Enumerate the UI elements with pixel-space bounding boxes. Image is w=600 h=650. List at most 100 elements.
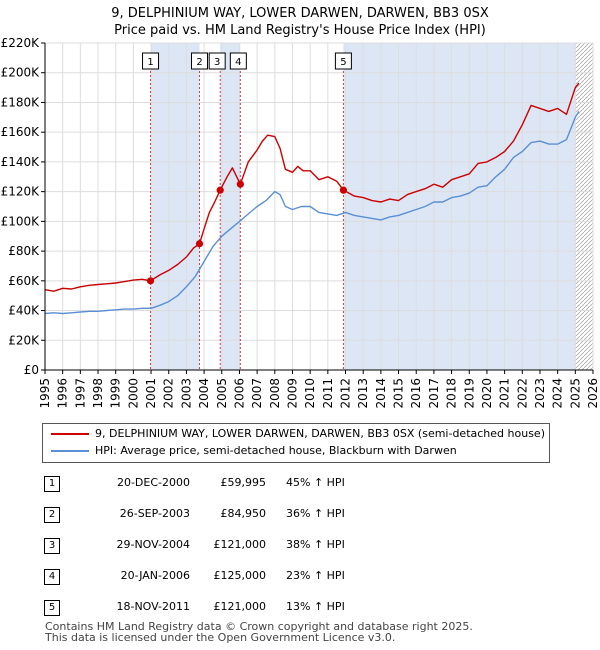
sale-number-badge: 4	[44, 569, 60, 585]
y-tick-label: £200K	[1, 66, 41, 80]
y-tick-label: £80K	[8, 244, 40, 258]
shaded-period	[343, 43, 576, 370]
sale-label-5: 5	[334, 52, 352, 70]
x-tick-label: 1998	[91, 378, 105, 409]
sale-label-number: 1	[147, 57, 153, 68]
y-tick-label: £100K	[1, 214, 41, 228]
hpi-line	[44, 111, 580, 315]
sale-hpi-change: 38% ↑ HPI	[286, 538, 345, 551]
legend-swatch-hpi	[51, 450, 89, 452]
x-tick-label: 2006	[232, 378, 246, 409]
sale-point	[339, 186, 347, 194]
sale-hpi-change: 36% ↑ HPI	[286, 507, 345, 520]
price-chart: 1 2 3 4 5 £0 £20K £40K £60K £80K £100K £120K £140K £…	[1, 36, 600, 409]
sale-point	[195, 240, 204, 248]
x-tick-label: 2009	[285, 378, 299, 409]
sale-label-box	[191, 52, 209, 70]
x-tick-label: 2023	[533, 378, 547, 409]
sale-label-number: 3	[214, 57, 220, 68]
x-tick-label: 2021	[498, 378, 512, 409]
x-tick-label: 2016	[409, 378, 423, 409]
y-tick-label: £20K	[8, 333, 40, 347]
sale-price: £121,000	[213, 600, 267, 613]
table-row: 1 20-DEC-2000 £59,995 45% ↑ HPI	[0, 475, 600, 495]
x-tick-label: 2020	[480, 378, 494, 409]
x-tick-label: 2012	[339, 378, 353, 409]
x-tick-label: 2003	[179, 378, 193, 409]
sale-number-badge: 5	[44, 600, 60, 616]
forecast-hatch	[575, 43, 593, 370]
x-tick-label: 2004	[197, 378, 211, 409]
y-tick-label: £120K	[1, 185, 41, 199]
shaded-period	[150, 43, 200, 370]
sale-date: 26-SEP-2003	[119, 507, 190, 520]
chart-title-address: 9, DELPHINIUM WAY, LOWER DARWEN, DARWEN,…	[111, 6, 489, 21]
chart-legend: 9, DELPHINIUM WAY, LOWER DARWEN, DARWEN,…	[42, 423, 550, 463]
x-tick-label: 2025	[568, 378, 582, 409]
x-tick-label: 2018	[445, 378, 459, 409]
x-tick-label: 2011	[321, 378, 335, 409]
x-tick-label: 2005	[215, 378, 229, 409]
sale-label-number: 4	[235, 57, 241, 68]
table-row: 3 29-NOV-2004 £121,000 38% ↑ HPI	[0, 537, 600, 557]
sale-label-1: 1	[142, 52, 160, 70]
x-tick-label: 2014	[374, 378, 388, 409]
legend-label-hpi: HPI: Average price, semi-detached house,…	[95, 444, 457, 457]
x-tick-label: 2022	[515, 378, 529, 409]
sale-label-3: 3	[208, 52, 226, 70]
x-tick-label: 2019	[462, 378, 476, 409]
sale-point	[146, 277, 155, 285]
table-row: 4 20-JAN-2006 £125,000 23% ↑ HPI	[0, 568, 600, 588]
sale-date: 29-NOV-2004	[116, 538, 190, 551]
x-tick-label: 2002	[162, 378, 176, 409]
sale-price: £59,995	[220, 476, 267, 489]
sale-label-box	[142, 52, 160, 70]
x-tick-label: 2007	[250, 378, 264, 409]
sale-number-badge: 2	[44, 507, 60, 523]
y-tick-label: £220K	[1, 36, 41, 50]
footer-licence: This data is licensed under the Open Gov…	[45, 631, 396, 644]
sale-label-box	[229, 52, 247, 70]
table-row: 2 26-SEP-2003 £84,950 36% ↑ HPI	[0, 506, 600, 526]
y-tick-label: £180K	[1, 95, 41, 109]
x-tick-label: 2013	[356, 378, 370, 409]
sale-point	[236, 180, 244, 188]
sale-label-box	[208, 52, 226, 70]
sale-number-badge: 3	[44, 538, 60, 554]
property-price-line	[44, 82, 580, 292]
sale-hpi-change: 23% ↑ HPI	[286, 569, 345, 582]
legend-swatch-property	[51, 433, 89, 435]
x-tick-label: 2024	[551, 378, 565, 409]
x-tick-label: 1996	[56, 378, 70, 409]
x-tick-label: 2000	[126, 378, 140, 409]
x-tick-label: 1997	[73, 378, 87, 409]
x-tick-label: 2001	[144, 378, 158, 409]
sale-label-4: 4	[229, 52, 247, 70]
sale-price: £121,000	[213, 538, 267, 551]
table-row: 5 18-NOV-2011 £121,000 13% ↑ HPI	[0, 599, 600, 619]
sale-hpi-change: 13% ↑ HPI	[286, 600, 345, 613]
sale-hpi-change: 45% ↑ HPI	[286, 476, 345, 489]
x-tick-label: 2017	[427, 378, 441, 409]
x-tick-label: 1999	[109, 378, 123, 409]
y-tick-label: £40K	[8, 304, 40, 318]
sale-date: 20-DEC-2000	[116, 476, 190, 489]
y-tick-label: £160K	[1, 125, 41, 139]
footer-copyright: Contains HM Land Registry data © Crown c…	[45, 620, 473, 633]
y-tick-label: £0	[24, 363, 39, 377]
sale-label-box	[334, 52, 352, 70]
x-tick-label: 2026	[586, 378, 600, 409]
x-tick-label: 2008	[268, 378, 282, 409]
legend-label-property: 9, DELPHINIUM WAY, LOWER DARWEN, DARWEN,…	[95, 427, 545, 440]
sale-date: 20-JAN-2006	[120, 569, 190, 582]
sale-label-2: 2	[191, 52, 209, 70]
shaded-period	[220, 43, 241, 370]
y-tick-label: £140K	[1, 155, 41, 169]
x-tick-label: 1995	[38, 378, 52, 409]
sale-label-number: 2	[196, 57, 202, 68]
sale-date: 18-NOV-2011	[116, 600, 190, 613]
sale-point	[216, 186, 224, 194]
sale-price: £125,000	[213, 569, 267, 582]
sale-price: £84,950	[220, 507, 267, 520]
sale-label-number: 5	[340, 57, 346, 68]
